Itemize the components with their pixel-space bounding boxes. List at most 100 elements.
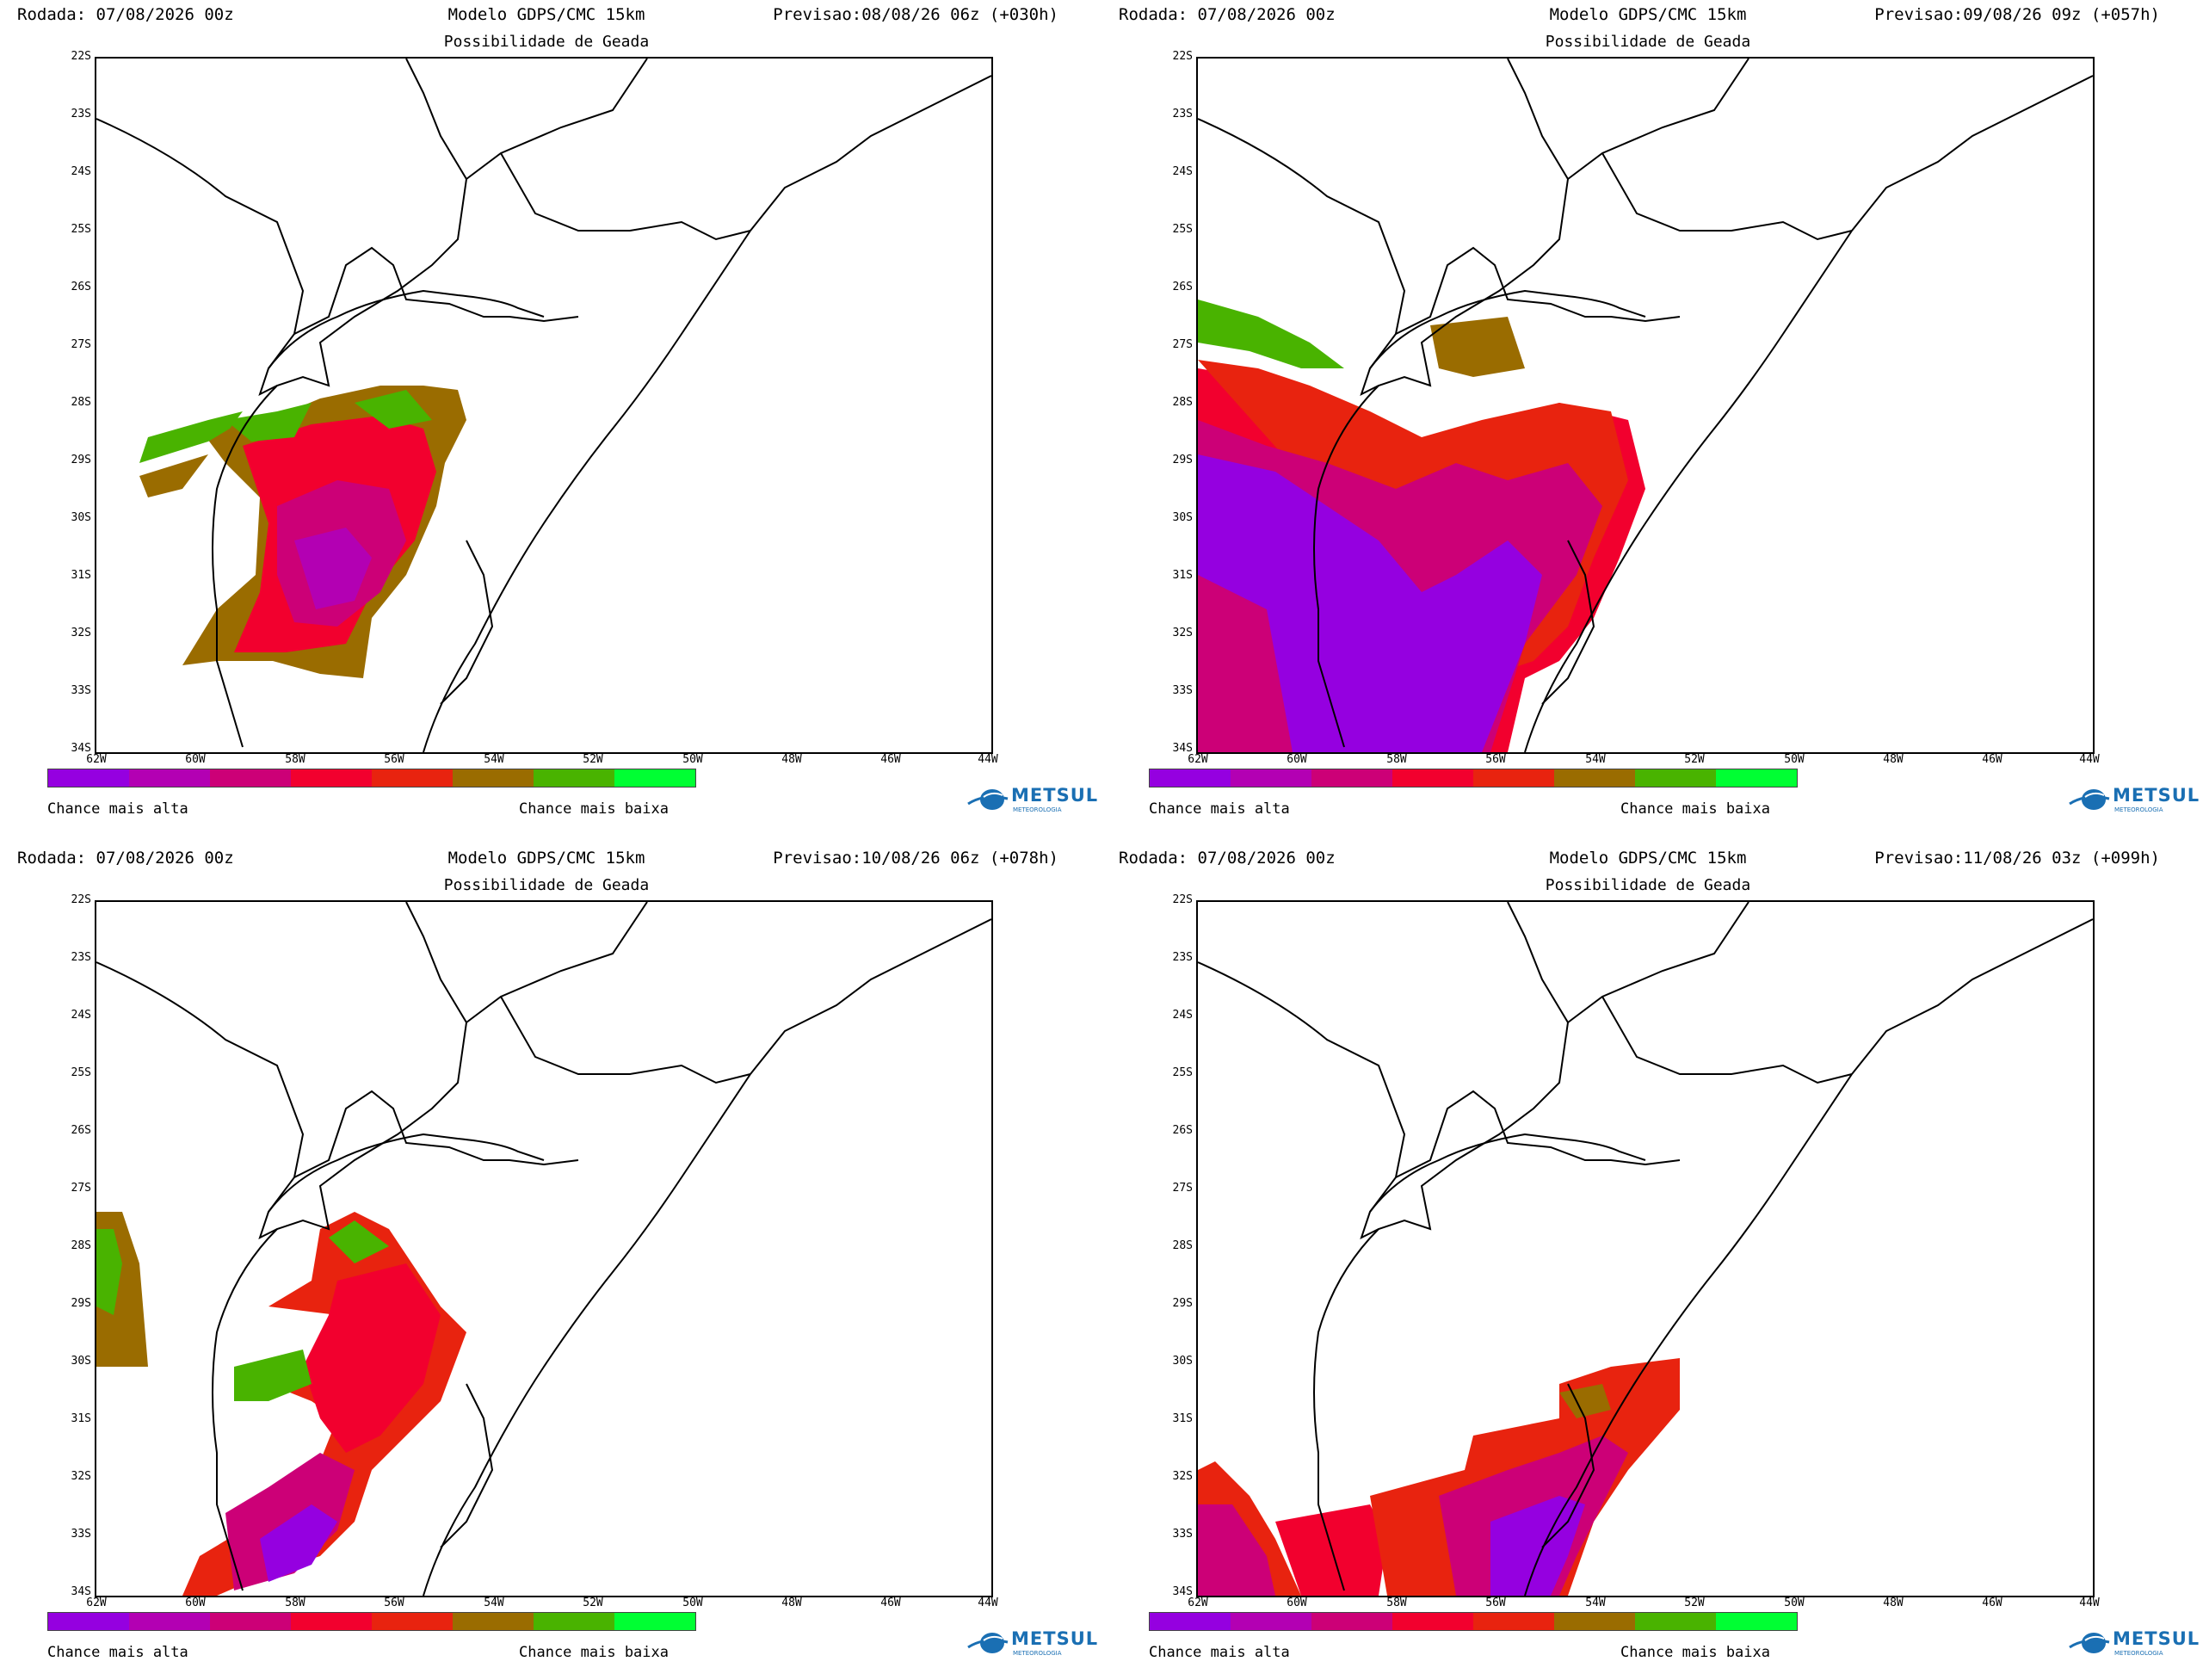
lat-tick: 30S xyxy=(1172,511,1193,524)
map-subtitle: Possibilidade de Geada xyxy=(443,33,650,51)
lat-tick: 23S xyxy=(1172,108,1193,120)
lat-tick: 22S xyxy=(1172,50,1193,63)
lon-tick: 60W xyxy=(1287,1597,1307,1609)
lat-tick: 32S xyxy=(71,1470,91,1483)
lon-tick: 52W xyxy=(583,1597,603,1609)
lat-tick: 34S xyxy=(1172,1585,1193,1598)
lon-tick: 50W xyxy=(682,1597,703,1609)
lon-tick: 46W xyxy=(880,753,901,766)
lon-tick: 62W xyxy=(86,753,107,766)
legend-swatch xyxy=(48,1613,129,1630)
legend-swatch xyxy=(291,1613,372,1630)
globe-icon xyxy=(2069,789,2110,810)
run-date: Rodada: 07/08/2026 00z xyxy=(17,849,234,868)
logo-tagline: METEOROLOGIA xyxy=(2114,806,2163,813)
lat-tick: 28S xyxy=(1172,396,1193,409)
lon-tick: 56W xyxy=(384,1597,404,1609)
legend-low-label: Chance mais baixa xyxy=(1620,1644,1770,1661)
lat-tick: 33S xyxy=(71,1528,91,1541)
lon-tick: 44W xyxy=(978,753,998,766)
legend-swatch xyxy=(1311,1613,1392,1630)
lon-tick: 60W xyxy=(1287,753,1307,766)
legend-low-label: Chance mais baixa xyxy=(519,800,669,818)
lat-tick: 34S xyxy=(71,742,91,755)
lat-tick: 22S xyxy=(71,893,91,906)
legend-swatch xyxy=(1554,1613,1635,1630)
legend-swatch xyxy=(1150,769,1231,787)
forecast-time: Previsao:09/08/26 09z (+057h) xyxy=(1874,5,2160,24)
map-panel-3: Rodada: 07/08/2026 00z Modelo GDPS/CMC 1… xyxy=(0,843,1097,1678)
lon-tick: 52W xyxy=(1684,753,1705,766)
map-panel-1: Rodada: 07/08/2026 00z Modelo GDPS/CMC 1… xyxy=(0,0,1097,835)
lat-tick: 33S xyxy=(1172,684,1193,697)
lat-tick: 29S xyxy=(71,1297,91,1310)
frost-area xyxy=(1198,300,1645,752)
lat-tick: 33S xyxy=(1172,1528,1193,1541)
model-name: Modelo GDPS/CMC 15km xyxy=(447,849,645,868)
legend-low-label: Chance mais baixa xyxy=(1620,800,1770,818)
lat-tick: 28S xyxy=(1172,1239,1193,1252)
lat-tick: 31S xyxy=(1172,569,1193,582)
lon-tick: 44W xyxy=(978,1597,998,1609)
frost-map xyxy=(95,900,993,1597)
lat-tick: 28S xyxy=(71,396,91,409)
frost-map xyxy=(95,57,993,754)
lon-tick: 56W xyxy=(1485,1597,1506,1609)
model-name: Modelo GDPS/CMC 15km xyxy=(1549,849,1747,868)
panel-header: Rodada: 07/08/2026 00z Modelo GDPS/CMC 1… xyxy=(1102,843,2194,878)
color-legend xyxy=(1149,769,1798,788)
lat-tick: 32S xyxy=(71,627,91,639)
logo-tagline: METEOROLOGIA xyxy=(2114,1650,2163,1657)
borders xyxy=(96,902,991,1596)
legend-low-label: Chance mais baixa xyxy=(519,1644,669,1661)
lon-tick: 48W xyxy=(1883,753,1904,766)
frost-area xyxy=(1198,1358,1680,1596)
borders xyxy=(1198,902,2093,1596)
metsul-logo: METSUL METEOROLOGIA xyxy=(960,783,1097,818)
lat-tick: 30S xyxy=(1172,1355,1193,1368)
lat-tick: 29S xyxy=(1172,1297,1193,1310)
lat-tick: 25S xyxy=(71,223,91,236)
lon-tick: 58W xyxy=(1386,753,1407,766)
run-date: Rodada: 07/08/2026 00z xyxy=(1119,849,1336,868)
forecast-time: Previsao:11/08/26 03z (+099h) xyxy=(1874,849,2160,868)
lon-tick: 46W xyxy=(880,1597,901,1609)
lat-tick: 25S xyxy=(71,1066,91,1079)
lat-tick: 23S xyxy=(71,108,91,120)
lon-tick: 52W xyxy=(583,753,603,766)
lon-tick: 60W xyxy=(185,753,206,766)
lon-tick: 60W xyxy=(185,1597,206,1609)
lon-tick: 48W xyxy=(781,753,802,766)
model-name: Modelo GDPS/CMC 15km xyxy=(1549,5,1747,24)
legend-swatch xyxy=(453,769,534,787)
lon-tick: 48W xyxy=(1883,1597,1904,1609)
lon-tick: 54W xyxy=(484,1597,504,1609)
legend-swatch xyxy=(1150,1613,1231,1630)
lat-tick: 29S xyxy=(71,454,91,466)
lat-tick: 22S xyxy=(1172,893,1193,906)
forecast-time: Previsao:10/08/26 06z (+078h) xyxy=(773,849,1058,868)
lat-tick: 26S xyxy=(71,281,91,293)
frost-area xyxy=(139,386,466,678)
legend-high-label: Chance mais alta xyxy=(47,800,188,818)
lat-tick: 27S xyxy=(71,338,91,351)
map-panel-4: Rodada: 07/08/2026 00z Modelo GDPS/CMC 1… xyxy=(1102,843,2199,1678)
legend-swatch xyxy=(1716,769,1797,787)
frost-map xyxy=(1196,57,2095,754)
lon-tick: 54W xyxy=(1585,1597,1606,1609)
lon-tick: 46W xyxy=(1982,1597,2002,1609)
lat-tick: 27S xyxy=(71,1182,91,1195)
frost-area xyxy=(96,1212,466,1596)
logo-name: METSUL xyxy=(2113,1628,2200,1649)
lat-tick: 24S xyxy=(71,165,91,178)
legend-high-label: Chance mais alta xyxy=(1149,800,1290,818)
map-subtitle: Possibilidade de Geada xyxy=(443,876,650,894)
lon-tick: 62W xyxy=(86,1597,107,1609)
lat-tick: 31S xyxy=(1172,1412,1193,1425)
lat-tick: 30S xyxy=(71,511,91,524)
legend-swatch xyxy=(210,769,291,787)
legend-swatch xyxy=(1635,769,1716,787)
metsul-logo: METSUL METEOROLOGIA xyxy=(2061,783,2199,818)
lat-tick: 24S xyxy=(1172,1009,1193,1022)
legend-swatch xyxy=(534,1613,614,1630)
